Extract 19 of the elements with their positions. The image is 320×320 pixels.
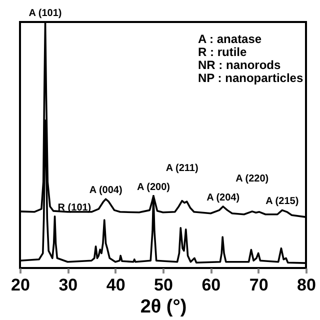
annotation: A (200) — [136, 182, 170, 193]
annotation: A (215) — [266, 196, 299, 208]
annotation: A (220) — [236, 173, 269, 184]
x-tick-label: 60 — [202, 276, 221, 294]
x-tick-label: 20 — [11, 276, 30, 294]
x-tick-label: 30 — [58, 276, 78, 294]
annotation: NR : nanorods — [198, 58, 281, 72]
annotation: A : anatase — [198, 32, 262, 46]
annotation: A (204) — [206, 192, 240, 204]
annotation: A (101) — [28, 8, 62, 19]
x-tick-label: 50 — [154, 276, 173, 294]
annotation: A (004) — [89, 185, 122, 196]
annotation: R : rutile — [198, 45, 247, 59]
annotation: NP : nanoparticles — [198, 71, 304, 85]
x-axis-title: 2θ (°) — [140, 296, 187, 318]
x-tick-label: 40 — [106, 276, 126, 294]
annotation: A (211) — [166, 162, 198, 174]
x-tick-label: 80 — [297, 276, 316, 294]
x-tick-label: 70 — [249, 276, 268, 294]
